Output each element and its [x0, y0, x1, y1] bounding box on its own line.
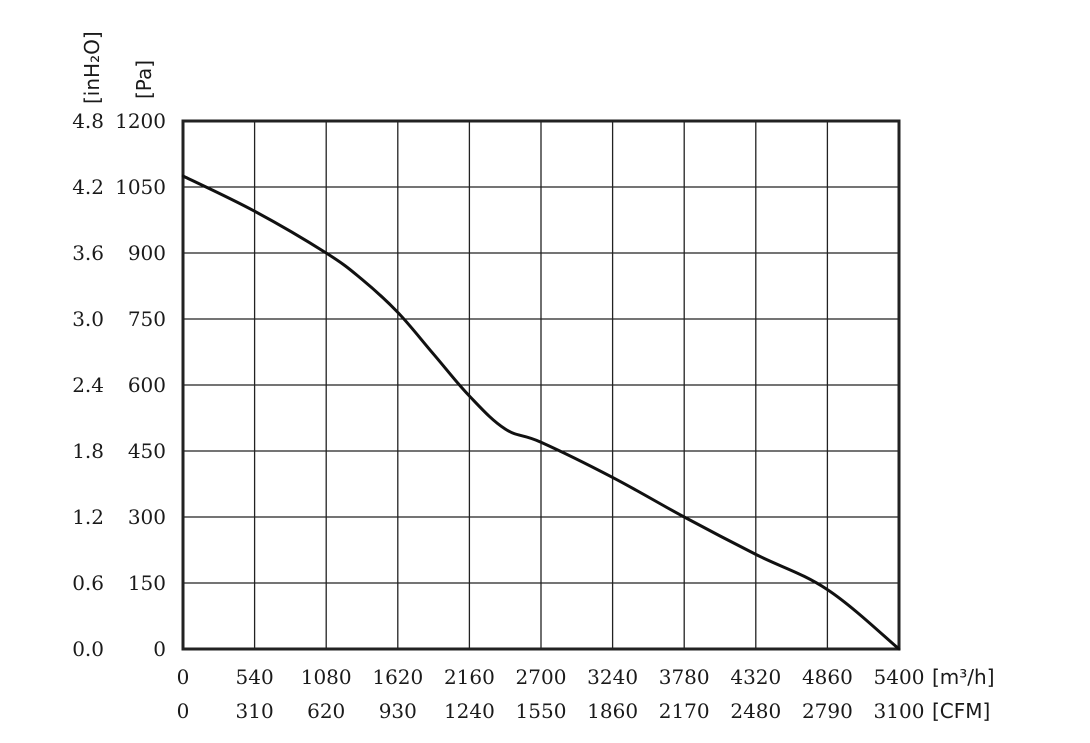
x-secondary-tick-label: 930	[379, 699, 417, 723]
y-secondary-tick-label: 4.8	[72, 109, 104, 133]
plot-frame	[181, 119, 901, 651]
x-secondary-tick-label: 3100	[874, 699, 925, 723]
x-primary-tick-label: 1620	[372, 665, 423, 689]
y-secondary-tick-label: 0.0	[72, 637, 104, 661]
x-secondary-tick-label: 1860	[587, 699, 638, 723]
x-primary-tick-label: 2700	[516, 665, 567, 689]
y-primary-tick-label: 150	[128, 571, 166, 595]
y-primary-tick-label: 900	[128, 241, 166, 265]
x-primary-tick-label: 3240	[587, 665, 638, 689]
y-primary-tick-label: 600	[128, 373, 166, 397]
x-primary-tick-label: 4860	[802, 665, 853, 689]
y-primary-tick-label: 450	[128, 439, 166, 463]
x-primary-tick-label: 2160	[444, 665, 495, 689]
y-secondary-tick-label: 1.2	[72, 505, 104, 529]
pressure-flow-curve	[181, 174, 901, 651]
y-secondary-tick-label: 3.0	[72, 307, 104, 331]
x-secondary-tick-label: 2790	[802, 699, 853, 723]
x-primary-unit-label: [m³/h]	[932, 665, 995, 689]
x-secondary-unit-label: [CFM]	[932, 699, 990, 723]
x-primary-tick-label: 0	[177, 665, 190, 689]
x-secondary-tick-label: 620	[307, 699, 345, 723]
x-primary-tick-label: 5400	[874, 665, 925, 689]
x-secondary-tick-label: 2480	[730, 699, 781, 723]
x-secondary-tick-label: 0	[177, 699, 190, 723]
x-secondary-tick-label: 310	[236, 699, 274, 723]
x-primary-tick-label: 540	[236, 665, 274, 689]
y-tick-labels: 0.0 0 0.6 150 1.2 300 1.8 450 2.4 600 3.0 750 3.6 900…	[72, 109, 166, 661]
y-secondary-tick-label: 4.2	[72, 175, 104, 199]
y-primary-unit-label: [Pa]	[132, 60, 156, 99]
x-primary-tick-label: 3780	[659, 665, 710, 689]
x-tick-labels: 0 0 540 310 1080 620 1620 930 2160 1240 2700 1550 32…	[177, 665, 925, 723]
y-primary-tick-label: 750	[128, 307, 166, 331]
y-primary-tick-label: 0	[153, 637, 166, 661]
y-primary-tick-label: 1200	[115, 109, 166, 133]
y-primary-tick-label: 300	[128, 505, 166, 529]
y-primary-tick-label: 1050	[115, 175, 166, 199]
y-secondary-tick-label: 1.8	[72, 439, 104, 463]
y-secondary-tick-label: 3.6	[72, 241, 104, 265]
grid-lines	[183, 121, 899, 649]
y-secondary-tick-label: 2.4	[72, 373, 104, 397]
x-primary-tick-label: 1080	[301, 665, 352, 689]
y-secondary-unit-label: [inH₂O]	[80, 31, 104, 104]
x-secondary-tick-label: 1240	[444, 699, 495, 723]
x-secondary-tick-label: 1550	[516, 699, 567, 723]
x-secondary-tick-label: 2170	[659, 699, 710, 723]
y-secondary-tick-label: 0.6	[72, 571, 104, 595]
x-primary-tick-label: 4320	[730, 665, 781, 689]
